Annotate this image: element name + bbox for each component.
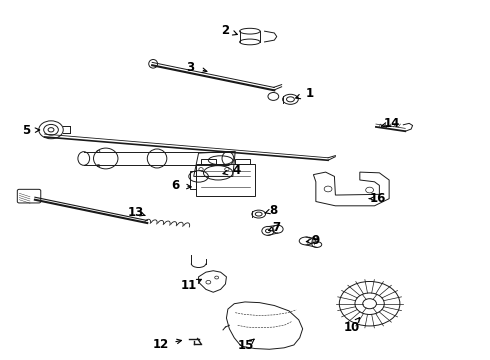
Text: 1: 1 [306, 87, 314, 100]
Text: 11: 11 [181, 279, 197, 292]
Text: 13: 13 [128, 206, 144, 219]
Text: 2: 2 [221, 24, 229, 37]
Text: 10: 10 [343, 321, 360, 334]
Text: 8: 8 [269, 204, 277, 217]
Text: 5: 5 [22, 124, 30, 137]
Text: 7: 7 [273, 221, 281, 234]
Text: 9: 9 [312, 234, 320, 247]
Text: 3: 3 [186, 60, 195, 73]
Text: 15: 15 [238, 339, 254, 352]
Text: 14: 14 [383, 117, 400, 130]
Text: 16: 16 [370, 192, 386, 205]
Text: 12: 12 [153, 338, 169, 351]
Text: 6: 6 [171, 179, 179, 192]
Text: 4: 4 [233, 164, 241, 177]
